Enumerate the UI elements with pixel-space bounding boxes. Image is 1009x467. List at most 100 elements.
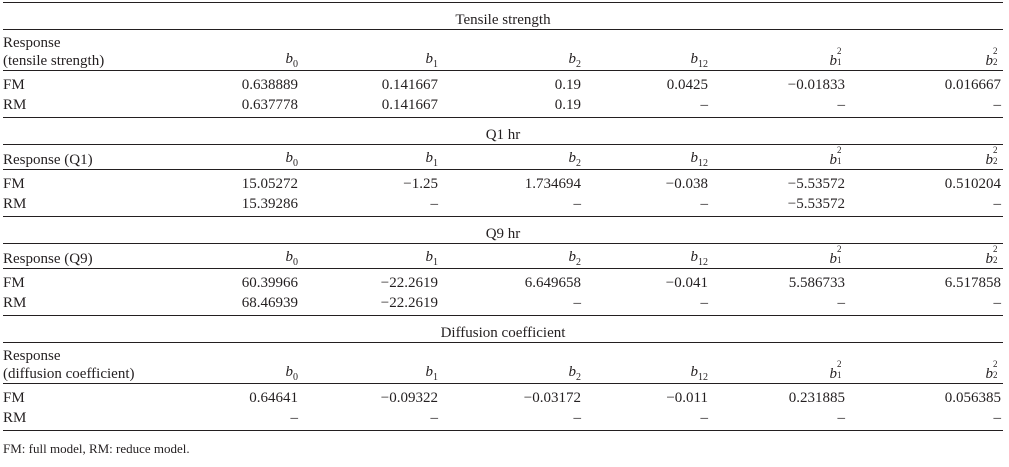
section-title-row: Q9 hr	[3, 216, 1003, 244]
response-label-line1: Response	[3, 35, 61, 51]
coefficient-symbol: b1	[426, 51, 439, 70]
coefficient-subscript: 0	[293, 59, 298, 70]
coefficient-subscript: 1	[433, 372, 438, 383]
coefficient-value: 6.649658	[524, 275, 581, 291]
coefficient-value: −0.011	[666, 390, 708, 406]
coefficient-superscript: 2	[993, 359, 998, 369]
coefficient-base: b	[985, 251, 994, 267]
coefficient-symbol: b2	[569, 364, 582, 383]
coefficient-value: −0.09322	[380, 390, 438, 406]
coefficient-subscript: 2	[576, 59, 581, 70]
coefficient-base: b	[985, 366, 994, 382]
table-row: FM 60.39966 −22.2619 6.649658 −0.041 5.586733…	[3, 269, 1003, 293]
coefficient-value: −5.53572	[710, 193, 847, 217]
coefficient-symbol: b12	[690, 51, 709, 70]
coefficient-value: –	[440, 407, 583, 431]
coefficient-header: b12	[583, 243, 710, 269]
coefficient-value: −22.2619	[380, 275, 438, 291]
table-row: FM 0.638889 0.141667 0.19 0.0425 −0.01833 0.01…	[3, 71, 1003, 95]
coefficient-symbol: b12	[691, 150, 709, 169]
coefficient-superscript: 2	[837, 244, 842, 254]
table-row: FM 0.64641 −0.09322 −0.03172 −0.011 0.231885 0…	[3, 384, 1003, 408]
coefficient-superscript: 2	[837, 145, 842, 155]
coefficients-table: Tensile strength Response (tensile strengt…	[3, 2, 1003, 431]
coefficient-symbol: b12	[691, 364, 709, 383]
model-label: RM	[3, 94, 170, 118]
coefficient-value: 68.46939	[170, 292, 300, 316]
coefficient-subscript: 1	[837, 255, 842, 265]
coefficient-value: 0.638889	[241, 77, 298, 93]
table-row: RM – – – – – –	[3, 407, 1003, 431]
coefficient-header: b2	[440, 29, 583, 71]
table-footnote: FM: full model, RM: reduce model.	[3, 441, 190, 456]
coefficient-header: b1	[300, 29, 440, 71]
response-label-line2: (tensile strength)	[3, 53, 105, 69]
response-label: Response (tensile strength)	[3, 29, 170, 71]
coefficient-subscript: 1	[837, 57, 842, 67]
coefficient-header: b0	[170, 243, 300, 269]
section-title: Q1 hr	[3, 117, 1003, 145]
column-header-row: Response (diffusion coefficient) b 0 b1 b2 b12…	[3, 342, 1003, 384]
coefficient-value: –	[847, 94, 1003, 118]
coefficient-subscript: 12	[698, 158, 708, 169]
coefficient-value: 0.637778	[170, 94, 300, 118]
coefficient-base: b	[690, 51, 699, 67]
coefficient-header: b12	[583, 29, 710, 71]
response-label-line1: Response	[3, 348, 61, 364]
coefficient-value: 60.39966	[241, 275, 298, 291]
coefficient-symbol: b2	[569, 150, 582, 169]
model-label: RM	[3, 407, 170, 431]
table-row: RM 15.39286– – – −5.53572–	[3, 193, 1003, 217]
coefficient-value: 0.231885	[788, 390, 845, 406]
coefficient-subscript: 12	[698, 372, 708, 383]
model-label: FM	[3, 390, 25, 406]
coefficient-value: 1.734694	[524, 176, 581, 192]
coefficient-subscript: 0	[293, 372, 298, 383]
coefficient-superscript: 2	[993, 145, 998, 155]
coefficient-value: 0.19	[554, 77, 581, 93]
coefficient-value: –	[847, 193, 1003, 217]
coefficient-subscript: 0	[293, 257, 298, 268]
coefficient-symbol: b1	[426, 364, 439, 383]
coefficient-value: –	[583, 407, 710, 431]
coefficient-header: b2	[440, 342, 583, 384]
response-label-line1: Response (Q1)	[3, 152, 93, 168]
response-label: Response (Q9)	[3, 243, 170, 269]
response-label: Response (diffusion coefficient)	[3, 342, 170, 384]
coefficient-value: –	[583, 193, 710, 217]
coefficient-subscript: 12	[698, 257, 708, 268]
section-title-row: Tensile strength	[3, 2, 1003, 30]
coefficient-subscript: 2	[993, 370, 998, 380]
coefficient-value: −0.041	[665, 275, 708, 291]
coefficient-value: 5.586733	[788, 275, 845, 291]
coefficient-base: b	[285, 51, 294, 67]
coefficient-value: –	[300, 193, 440, 217]
coefficient-base: b	[425, 150, 434, 166]
coefficient-base: b	[829, 251, 838, 267]
coefficient-value: –	[170, 407, 300, 431]
coefficient-subscript: 0	[293, 158, 298, 169]
model-label: FM	[3, 77, 25, 93]
coefficient-value: 0.19	[440, 94, 583, 118]
coefficient-value: 15.05272	[241, 176, 298, 192]
coefficient-base: b	[285, 249, 294, 265]
coefficient-header: b2	[440, 243, 583, 269]
coefficient-symbol: b0	[286, 150, 299, 169]
coefficient-header: b0	[170, 29, 300, 71]
coefficient-value: –	[710, 292, 847, 316]
coefficient-base: b	[829, 152, 838, 168]
